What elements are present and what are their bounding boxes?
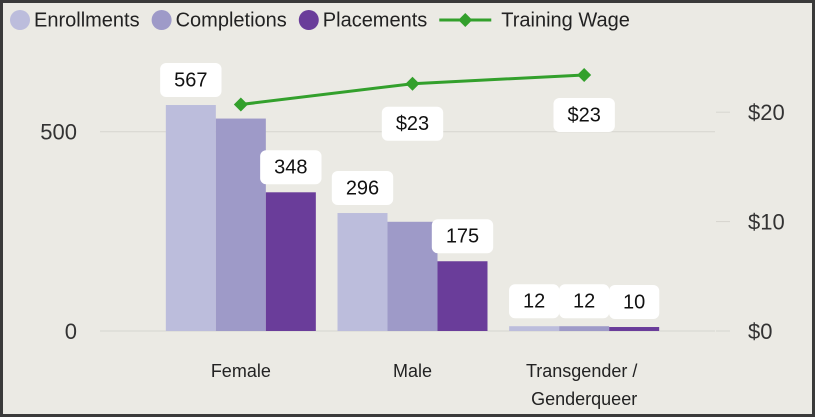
- data-label-bg: [260, 150, 322, 185]
- data-label: 296: [331, 171, 394, 206]
- legend-marker: [298, 10, 319, 30]
- data-label: $23: [381, 106, 444, 141]
- data-label: $23: [553, 97, 615, 132]
- x-tick-label: Transgender / Genderqueer: [526, 361, 642, 409]
- legend-marker: [458, 13, 473, 27]
- data-label: 12: [509, 284, 560, 319]
- bar: [609, 327, 660, 331]
- y2-tick-label: $20: [748, 100, 785, 125]
- data-label: 348: [260, 150, 322, 185]
- data-label-text: 12: [523, 290, 545, 312]
- line-marker: [405, 76, 420, 91]
- data-label: 10: [609, 285, 660, 320]
- y2-tick-label: $0: [748, 319, 772, 344]
- bar: [559, 326, 610, 331]
- y-tick-label: 500: [40, 120, 77, 145]
- data-label-text: 296: [346, 177, 379, 199]
- data-label-text: 10: [623, 291, 645, 313]
- data-label-text: 567: [174, 69, 207, 91]
- bar: [265, 192, 316, 331]
- bar: [509, 326, 560, 331]
- legend-label: Training Wage: [501, 9, 630, 31]
- data-label-bg: [559, 284, 610, 319]
- x-tick-label: Female: [211, 361, 271, 381]
- data-label-text: $23: [567, 104, 600, 126]
- data-label-bg: [431, 219, 494, 254]
- data-label-text: 348: [274, 157, 307, 179]
- bar: [337, 213, 388, 331]
- bar: [165, 105, 216, 331]
- data-label-bg: [381, 106, 444, 141]
- x-tick-label: Male: [393, 361, 432, 381]
- data-label-bg: [509, 284, 560, 319]
- data-label-bg: [160, 63, 222, 98]
- y-tick-label: 0: [65, 319, 77, 344]
- legend-label: Enrollments: [34, 9, 140, 31]
- legend-label: Completions: [176, 9, 287, 31]
- data-label-bg: [331, 171, 394, 206]
- bar: [215, 118, 266, 331]
- line-marker: [577, 67, 592, 82]
- bar: [437, 261, 488, 331]
- legend-marker: [10, 10, 30, 30]
- data-label-bg: [609, 285, 660, 320]
- data-label: 567: [160, 63, 222, 98]
- data-label: 175: [431, 219, 494, 254]
- data-label-text: 12: [573, 290, 595, 312]
- data-label-text: 175: [446, 226, 479, 248]
- legend-marker: [151, 10, 172, 30]
- y2-tick-label: $10: [748, 209, 785, 234]
- data-label-bg: [553, 97, 615, 132]
- line-marker: [233, 97, 248, 112]
- data-label: 12: [559, 284, 610, 319]
- bar: [387, 221, 438, 331]
- legend-label: Placements: [323, 9, 428, 31]
- data-label-text: $23: [396, 113, 429, 135]
